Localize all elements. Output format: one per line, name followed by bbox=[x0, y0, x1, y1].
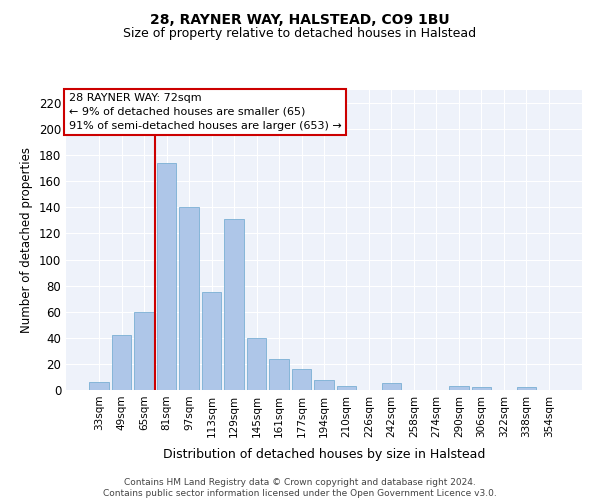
Bar bbox=[247, 338, 266, 390]
X-axis label: Distribution of detached houses by size in Halstead: Distribution of detached houses by size … bbox=[163, 448, 485, 461]
Text: 28 RAYNER WAY: 72sqm
← 9% of detached houses are smaller (65)
91% of semi-detach: 28 RAYNER WAY: 72sqm ← 9% of detached ho… bbox=[68, 93, 341, 131]
Bar bbox=[337, 386, 356, 390]
Text: Contains HM Land Registry data © Crown copyright and database right 2024.
Contai: Contains HM Land Registry data © Crown c… bbox=[103, 478, 497, 498]
Bar bbox=[449, 386, 469, 390]
Bar bbox=[517, 388, 536, 390]
Text: Size of property relative to detached houses in Halstead: Size of property relative to detached ho… bbox=[124, 28, 476, 40]
Bar bbox=[179, 208, 199, 390]
Bar bbox=[202, 292, 221, 390]
Bar bbox=[472, 388, 491, 390]
Bar bbox=[134, 312, 154, 390]
Bar bbox=[292, 369, 311, 390]
Bar bbox=[224, 219, 244, 390]
Bar bbox=[112, 335, 131, 390]
Bar bbox=[269, 358, 289, 390]
Bar bbox=[314, 380, 334, 390]
Y-axis label: Number of detached properties: Number of detached properties bbox=[20, 147, 33, 333]
Bar bbox=[157, 163, 176, 390]
Text: 28, RAYNER WAY, HALSTEAD, CO9 1BU: 28, RAYNER WAY, HALSTEAD, CO9 1BU bbox=[150, 12, 450, 26]
Bar bbox=[89, 382, 109, 390]
Bar bbox=[382, 384, 401, 390]
